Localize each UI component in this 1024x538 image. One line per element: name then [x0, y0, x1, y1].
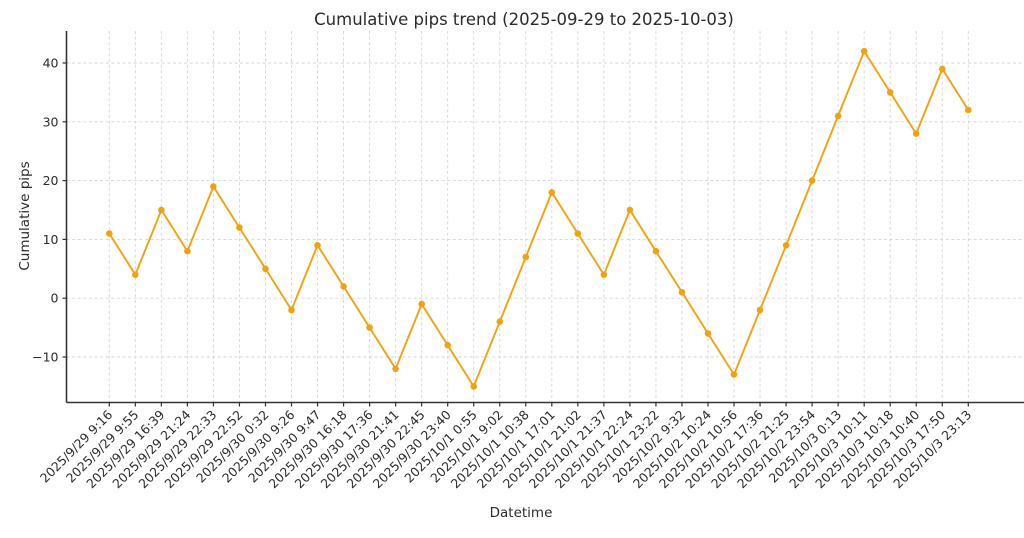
- data-point: [236, 224, 243, 231]
- data-point: [392, 365, 399, 373]
- data-point: [860, 47, 868, 55]
- data-point: [912, 130, 920, 137]
- gridlines: [66, 31, 1024, 403]
- data-point: [548, 189, 556, 196]
- data-point: [106, 230, 113, 237]
- y-tick-label: 30: [43, 114, 59, 129]
- data-point: [886, 89, 894, 96]
- chart-title: Cumulative pips trend (2025-09-29 to 202…: [314, 10, 734, 29]
- data-point: [834, 112, 842, 120]
- data-point: [288, 306, 295, 314]
- data-point: [418, 300, 426, 308]
- data-point: [652, 247, 660, 255]
- data-point: [939, 65, 946, 73]
- data-point: [808, 177, 816, 184]
- data-point: [444, 341, 452, 349]
- data-point: [366, 324, 373, 331]
- data-point: [132, 271, 139, 279]
- y-tick-label: −10: [32, 350, 58, 365]
- y-tick-label: 0: [51, 291, 59, 306]
- data-point: [965, 106, 972, 114]
- data-point: [314, 242, 321, 249]
- trend-line: [108, 50, 970, 388]
- data-point: [782, 242, 790, 249]
- y-tick-label: 20: [43, 173, 59, 188]
- data-point: [470, 383, 478, 390]
- data-point: [210, 183, 217, 190]
- axes-spines: [65, 31, 1024, 404]
- data-point: [158, 206, 165, 214]
- data-point: [522, 253, 530, 261]
- data-point: [730, 371, 738, 378]
- data-point: [756, 306, 764, 314]
- data-point: [340, 283, 347, 290]
- y-tick-labels: −10 0 10 20 30 40: [32, 56, 67, 365]
- y-tick-label: 40: [43, 56, 59, 71]
- data-points: [106, 47, 972, 390]
- data-point: [496, 318, 504, 326]
- y-tick-label: 10: [43, 232, 59, 247]
- data-point: [704, 330, 712, 337]
- data-point: [262, 265, 269, 273]
- data-point: [600, 271, 608, 279]
- data-point: [574, 230, 582, 237]
- x-axis-label: Datetime: [489, 505, 553, 521]
- data-point: [184, 247, 191, 255]
- data-point: [626, 206, 634, 214]
- data-point: [678, 289, 686, 296]
